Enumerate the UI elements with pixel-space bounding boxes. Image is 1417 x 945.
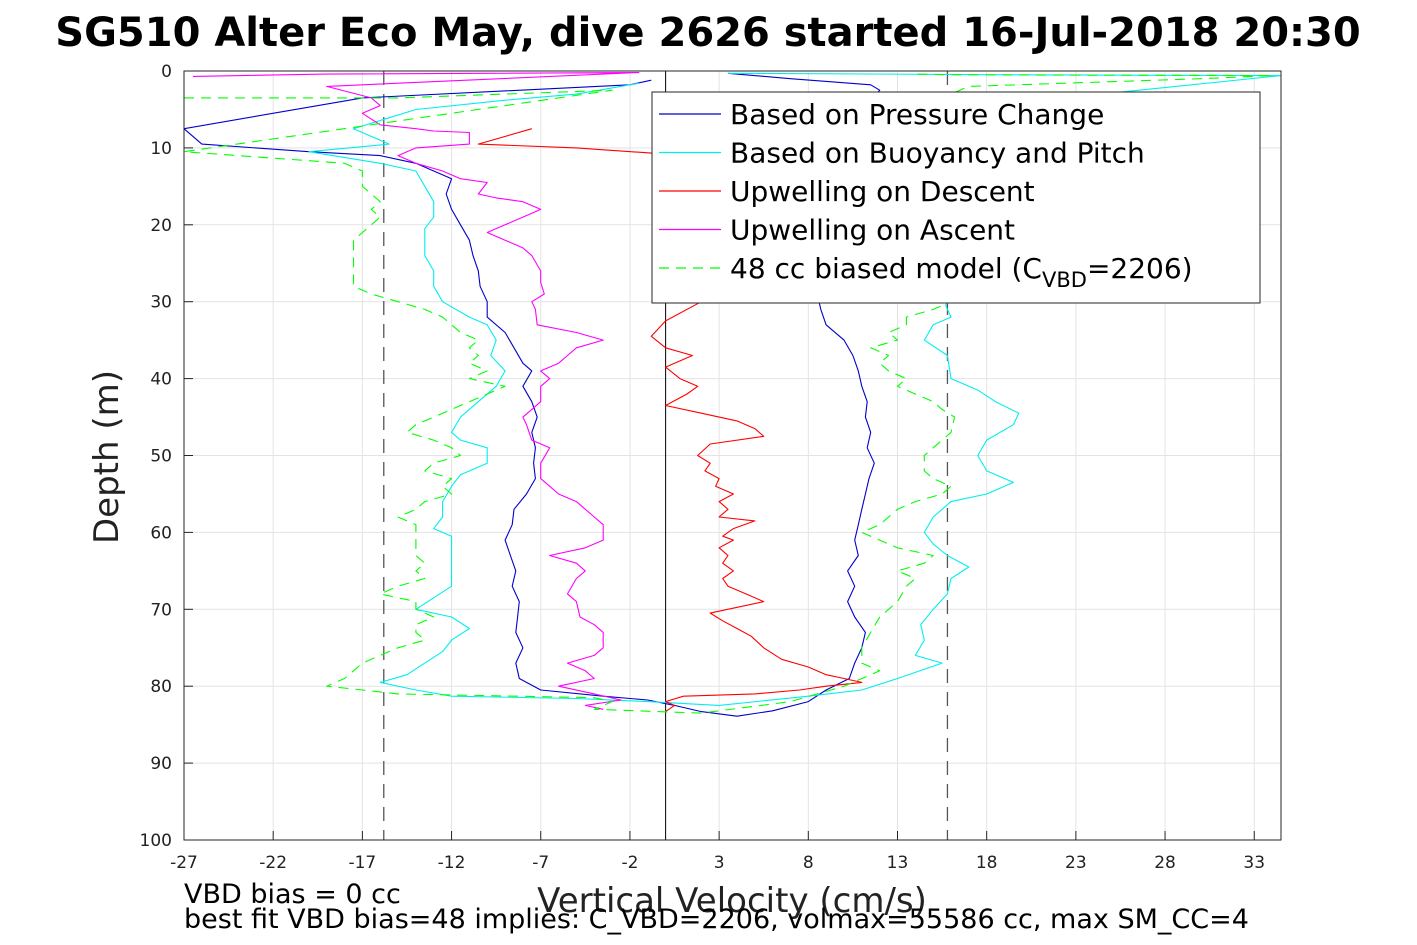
legend-entry-text: Upwelling on Descent <box>730 175 1035 208</box>
y-tick-label: 0 <box>161 62 172 82</box>
x-tick-label: -12 <box>438 853 466 873</box>
x-tick-label: 23 <box>1065 853 1087 873</box>
footer-line-2: best fit VBD bias=48 implies: C_VBD=2206… <box>184 904 1249 935</box>
x-tick-label: -27 <box>170 853 198 873</box>
y-tick-label: 80 <box>150 677 172 697</box>
x-tick-label: -7 <box>532 853 549 873</box>
x-tick-label: 33 <box>1243 853 1265 873</box>
legend-entry-label: Based on Buoyancy and Pitch <box>730 137 1145 170</box>
legend-entry-label: Upwelling on Descent <box>730 175 1035 208</box>
y-tick-label: 30 <box>150 293 172 313</box>
legend-entry-subscript: VBD <box>1042 268 1087 292</box>
legend: Based on Pressure Change Based on Buoyanc… <box>651 91 1261 304</box>
legend-entry-text: 48 cc biased model (C <box>730 252 1042 285</box>
y-tick-labels: 0 10 20 30 40 50 60 70 80 90 100 <box>140 62 193 851</box>
x-tick-labels: -27 -22 -17 -12 -7 -2 3 8 13 18 23 28 33 <box>170 831 1265 873</box>
y-tick-label: 90 <box>150 754 172 774</box>
x-tick-label: -17 <box>348 853 376 873</box>
x-tick-label: 8 <box>803 853 814 873</box>
x-tick-label: 3 <box>714 853 725 873</box>
y-tick-label: 10 <box>150 139 172 159</box>
y-tick-label: 20 <box>150 216 172 236</box>
series-line-48-cc-biased-model-c-vbd-2206 <box>183 73 1273 714</box>
series-line-upwelling-on-ascent <box>192 71 640 710</box>
y-axis-label: Depth (m) <box>87 370 127 544</box>
legend-entry-text: Based on Buoyancy and Pitch <box>730 137 1145 170</box>
x-tick-label: -2 <box>621 853 638 873</box>
footer-line-1: VBD bias = 0 cc <box>184 879 401 910</box>
legend-entry-label: Upwelling on Ascent <box>730 214 1015 247</box>
x-tick-label: 18 <box>976 853 998 873</box>
y-tick-label: 60 <box>150 523 172 543</box>
y-tick-label: 50 <box>150 447 172 467</box>
legend-entry-text: Upwelling on Ascent <box>730 214 1015 247</box>
legend-entry-text: Based on Pressure Change <box>730 98 1104 131</box>
chart-title: SG510 Alter Eco May, dive 2626 started 1… <box>55 10 1360 56</box>
legend-entry-label: 48 cc biased model (CVBD=2206) <box>730 252 1193 292</box>
y-tick-label: 70 <box>150 600 172 620</box>
x-axis-label: Vertical Velocity (cm/s) <box>537 881 927 921</box>
legend-box <box>651 91 1261 304</box>
x-tick-label: -22 <box>259 853 287 873</box>
y-tick-label: 100 <box>140 831 172 851</box>
legend-entry-label: Based on Pressure Change <box>730 98 1104 131</box>
x-tick-label: 13 <box>887 853 909 873</box>
series-lines <box>183 71 1282 717</box>
x-tick-label: 28 <box>1154 853 1176 873</box>
legend-entry-text-tail: =2206) <box>1087 252 1193 285</box>
y-tick-label: 40 <box>150 370 172 390</box>
series-line-based-on-buoyancy-and-pitch <box>308 72 1282 706</box>
